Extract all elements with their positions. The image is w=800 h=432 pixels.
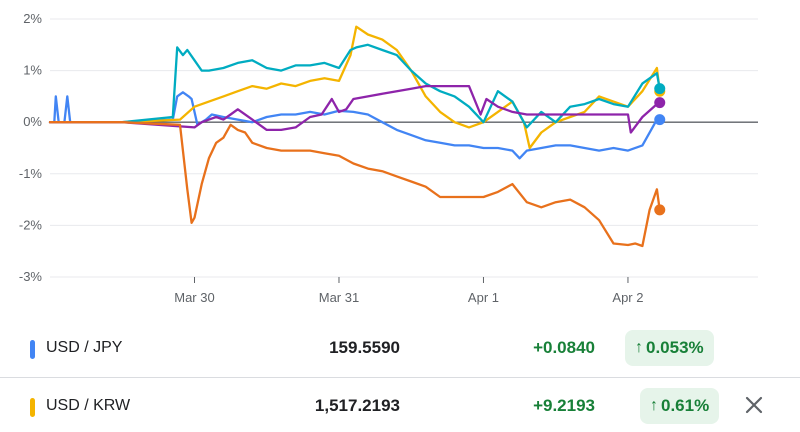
series-end-marker-usd-gbp — [654, 204, 666, 216]
y-tick-label: -3% — [19, 269, 43, 284]
currency-pair-label: USD / JPY — [46, 339, 123, 356]
currency-price: 1,517.2193 — [314, 396, 400, 415]
series-line-usd-krw — [48, 25, 661, 150]
series-color-bar — [30, 340, 35, 359]
currency-change: +9.2193 — [533, 396, 595, 415]
currency-change: +0.0840 — [533, 338, 595, 357]
percent-change-value: 0.053% — [646, 338, 704, 357]
y-tick-label: -2% — [19, 217, 43, 232]
series-line-usd-cny — [48, 43, 661, 129]
chart-grid — [50, 18, 758, 278]
percent-change-badge: ↑ 0.61% — [640, 388, 720, 424]
y-tick-label: 1% — [23, 63, 42, 78]
series-line-usd-eur — [48, 84, 661, 134]
currency-pair-label: USD / KRW — [46, 397, 131, 414]
series-color-bar — [30, 398, 35, 417]
series-line-usd-jpy — [48, 91, 661, 160]
currency-row-usd-jpy[interactable]: USD / JPY 159.5590 +0.0840 ↑ 0.053% — [0, 326, 800, 374]
row-divider — [0, 377, 800, 378]
x-tick-label: Apr 2 — [612, 290, 643, 305]
x-tick-label: Mar 31 — [319, 290, 359, 305]
close-icon[interactable] — [742, 393, 766, 417]
y-tick-label: 0% — [23, 114, 42, 129]
percent-change-badge: ↑ 0.053% — [625, 330, 714, 366]
x-tick-label: Mar 30 — [174, 290, 214, 305]
series-line-usd-gbp — [48, 121, 661, 248]
currency-row-usd-krw[interactable]: USD / KRW 1,517.2193 +9.2193 ↑ 0.61% — [0, 384, 800, 432]
y-tick-label: -1% — [19, 166, 43, 181]
y-axis-labels: 2% 1% 0% -1% -2% -3% — [19, 11, 43, 284]
currency-price: 159.5590 — [329, 338, 400, 357]
currency-line-chart: 2% 1% 0% -1% -2% -3% Mar 30 Mar 31 Apr 1 Apr 2 — [19, 11, 758, 305]
series-end-marker-usd-jpy — [654, 114, 666, 126]
x-tick-label: Apr 1 — [468, 290, 499, 305]
arrow-up-icon: ↑ — [650, 397, 658, 414]
y-tick-label: 2% — [23, 11, 42, 26]
arrow-up-icon: ↑ — [635, 339, 643, 356]
chart-series — [48, 25, 666, 248]
percent-change-value: 0.61% — [661, 396, 710, 415]
series-end-marker-usd-cny — [654, 83, 666, 95]
x-axis: Mar 30 Mar 31 Apr 1 Apr 2 — [174, 277, 643, 305]
series-end-marker-usd-eur — [654, 97, 666, 109]
